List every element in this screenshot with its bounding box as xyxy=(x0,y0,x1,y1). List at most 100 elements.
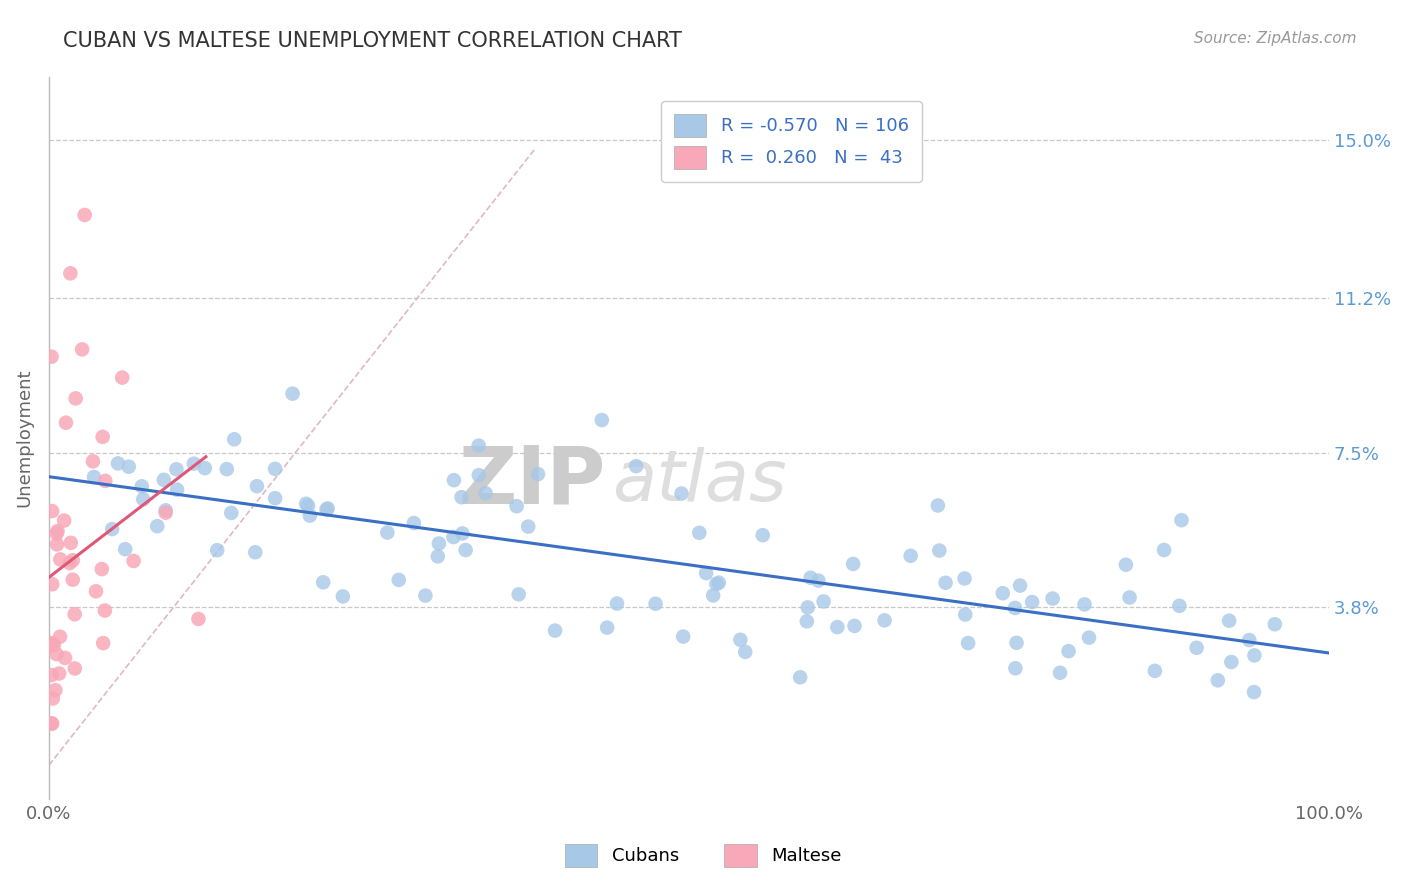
Point xyxy=(789,670,811,684)
Point xyxy=(122,554,145,568)
Point xyxy=(219,506,242,520)
Point xyxy=(1021,595,1043,609)
Point xyxy=(41,639,63,653)
Point xyxy=(1143,664,1166,678)
Point xyxy=(474,486,496,500)
Point xyxy=(375,525,398,540)
Point xyxy=(467,439,489,453)
Point xyxy=(131,479,153,493)
Point xyxy=(90,562,112,576)
Point xyxy=(297,499,319,513)
Point xyxy=(281,386,304,401)
Point xyxy=(450,490,472,504)
Point xyxy=(468,468,491,483)
Point xyxy=(796,615,818,629)
Point xyxy=(215,462,238,476)
Point xyxy=(1118,591,1140,605)
Point xyxy=(41,577,63,591)
Point xyxy=(315,502,337,516)
Point xyxy=(91,430,114,444)
Point xyxy=(1049,665,1071,680)
Point xyxy=(1042,591,1064,606)
Point xyxy=(101,522,124,536)
Y-axis label: Unemployment: Unemployment xyxy=(15,368,32,508)
Point xyxy=(1153,543,1175,558)
Point xyxy=(991,586,1014,600)
Point xyxy=(298,508,321,523)
Point xyxy=(63,607,86,622)
Point xyxy=(84,584,107,599)
Point xyxy=(1073,598,1095,612)
Point xyxy=(454,543,477,558)
Point xyxy=(508,587,530,601)
Point xyxy=(517,519,540,533)
Point xyxy=(107,456,129,470)
Point xyxy=(688,525,710,540)
Point xyxy=(591,413,613,427)
Point xyxy=(544,624,567,638)
Point xyxy=(1170,513,1192,527)
Point xyxy=(295,497,318,511)
Point xyxy=(183,457,205,471)
Point xyxy=(114,542,136,557)
Point xyxy=(1243,648,1265,663)
Point xyxy=(844,619,866,633)
Point xyxy=(505,499,527,513)
Point xyxy=(800,571,823,585)
Point xyxy=(443,473,465,487)
Point xyxy=(402,516,425,530)
Point xyxy=(63,661,86,675)
Point xyxy=(65,392,87,406)
Point xyxy=(672,630,695,644)
Point xyxy=(42,638,65,652)
Point xyxy=(46,524,69,538)
Point xyxy=(388,573,411,587)
Point xyxy=(59,536,82,550)
Text: CUBAN VS MALTESE UNEMPLOYMENT CORRELATION CHART: CUBAN VS MALTESE UNEMPLOYMENT CORRELATIO… xyxy=(63,31,682,51)
Point xyxy=(41,716,63,731)
Point xyxy=(49,630,72,644)
Point xyxy=(53,651,76,665)
Point xyxy=(41,504,63,518)
Point xyxy=(166,483,188,497)
Point xyxy=(49,552,72,566)
Point xyxy=(153,473,176,487)
Point xyxy=(671,486,693,500)
Point xyxy=(205,543,228,558)
Point xyxy=(91,636,114,650)
Point xyxy=(1115,558,1137,572)
Point xyxy=(94,603,117,617)
Point xyxy=(1005,636,1028,650)
Point xyxy=(44,683,66,698)
Point xyxy=(730,632,752,647)
Point xyxy=(1078,631,1101,645)
Point xyxy=(316,501,339,516)
Point xyxy=(1206,673,1229,688)
Point xyxy=(807,574,830,588)
Point xyxy=(41,668,63,682)
Point xyxy=(245,545,267,559)
Point xyxy=(415,589,437,603)
Point xyxy=(734,645,756,659)
Point xyxy=(935,575,957,590)
Point xyxy=(606,597,628,611)
Point xyxy=(48,666,70,681)
Point xyxy=(55,416,77,430)
Point xyxy=(842,557,865,571)
Point xyxy=(702,589,724,603)
Point xyxy=(695,566,717,580)
Point xyxy=(796,600,818,615)
Point xyxy=(927,499,949,513)
Point xyxy=(527,467,550,482)
Point xyxy=(166,462,188,476)
Point xyxy=(82,454,104,468)
Point xyxy=(264,462,287,476)
Point xyxy=(1004,661,1026,675)
Point xyxy=(312,575,335,590)
Point xyxy=(59,556,82,570)
Point xyxy=(246,479,269,493)
Point xyxy=(1008,578,1031,592)
Point xyxy=(111,370,134,384)
Point xyxy=(70,343,93,357)
Point xyxy=(194,461,217,475)
